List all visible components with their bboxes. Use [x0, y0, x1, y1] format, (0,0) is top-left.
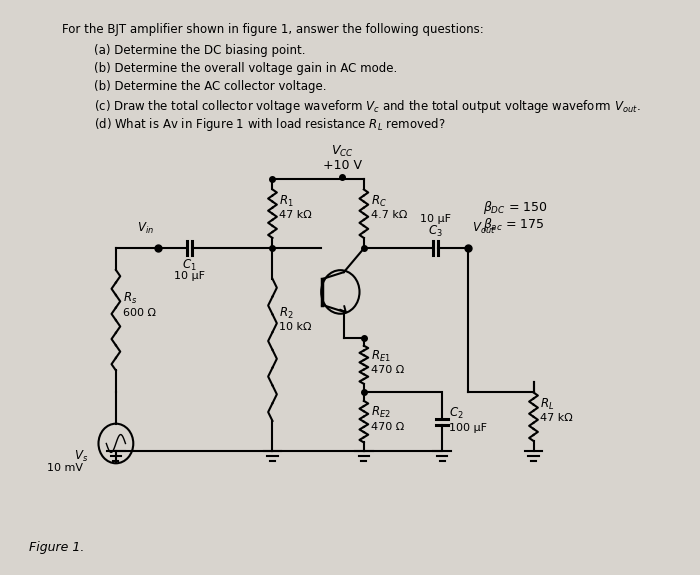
- Text: (b) Determine the overall voltage gain in AC mode.: (b) Determine the overall voltage gain i…: [94, 62, 398, 75]
- Text: 47 kΩ: 47 kΩ: [540, 413, 573, 423]
- Text: $\beta_{DC}$ = 150: $\beta_{DC}$ = 150: [483, 199, 547, 216]
- Text: 10 μF: 10 μF: [420, 214, 451, 224]
- Text: +10 V: +10 V: [323, 159, 362, 172]
- Text: $V_{out}$: $V_{out}$: [472, 221, 496, 236]
- Text: $V_s$: $V_s$: [74, 448, 88, 463]
- Text: $R_{E2}$: $R_{E2}$: [371, 405, 391, 420]
- Text: 10 kΩ: 10 kΩ: [279, 322, 312, 332]
- Text: 470 Ω: 470 Ω: [371, 366, 404, 375]
- Text: 470 Ω: 470 Ω: [371, 421, 404, 432]
- Text: $\beta_{ac}$ = 175: $\beta_{ac}$ = 175: [483, 216, 545, 233]
- Text: $R_s$: $R_s$: [122, 291, 137, 306]
- Text: 47 kΩ: 47 kΩ: [279, 210, 312, 220]
- Text: Figure 1.: Figure 1.: [29, 540, 84, 554]
- Text: (d) What is Av in Figure 1 with load resistance $R_L$ removed?: (d) What is Av in Figure 1 with load res…: [94, 116, 446, 133]
- Text: $C_2$: $C_2$: [449, 406, 464, 421]
- Text: $R_2$: $R_2$: [279, 306, 294, 321]
- Text: 10 mV: 10 mV: [47, 463, 83, 473]
- Text: 600 Ω: 600 Ω: [122, 308, 156, 317]
- Text: 10 μF: 10 μF: [174, 271, 205, 281]
- Text: $V_{in}$: $V_{in}$: [137, 221, 154, 236]
- Text: 4.7 kΩ: 4.7 kΩ: [371, 210, 407, 220]
- Text: For the BJT amplifier shown in figure 1, answer the following questions:: For the BJT amplifier shown in figure 1,…: [62, 22, 484, 36]
- Text: $R_{E1}$: $R_{E1}$: [371, 349, 391, 364]
- Text: (a) Determine the DC biasing point.: (a) Determine the DC biasing point.: [94, 44, 306, 58]
- Text: 100 μF: 100 μF: [449, 423, 487, 432]
- Text: $C_3$: $C_3$: [428, 224, 442, 239]
- Text: $C_1$: $C_1$: [183, 258, 197, 273]
- Text: $R_C$: $R_C$: [371, 194, 386, 209]
- Text: $R_L$: $R_L$: [540, 397, 554, 412]
- Text: (c) Draw the total collector voltage waveform $V_c$ and the total output voltage: (c) Draw the total collector voltage wav…: [94, 98, 640, 115]
- Text: (b) Determine the AC collector voltage.: (b) Determine the AC collector voltage.: [94, 80, 327, 93]
- Text: $R_1$: $R_1$: [279, 194, 294, 209]
- Text: $V_{CC}$: $V_{CC}$: [330, 144, 354, 159]
